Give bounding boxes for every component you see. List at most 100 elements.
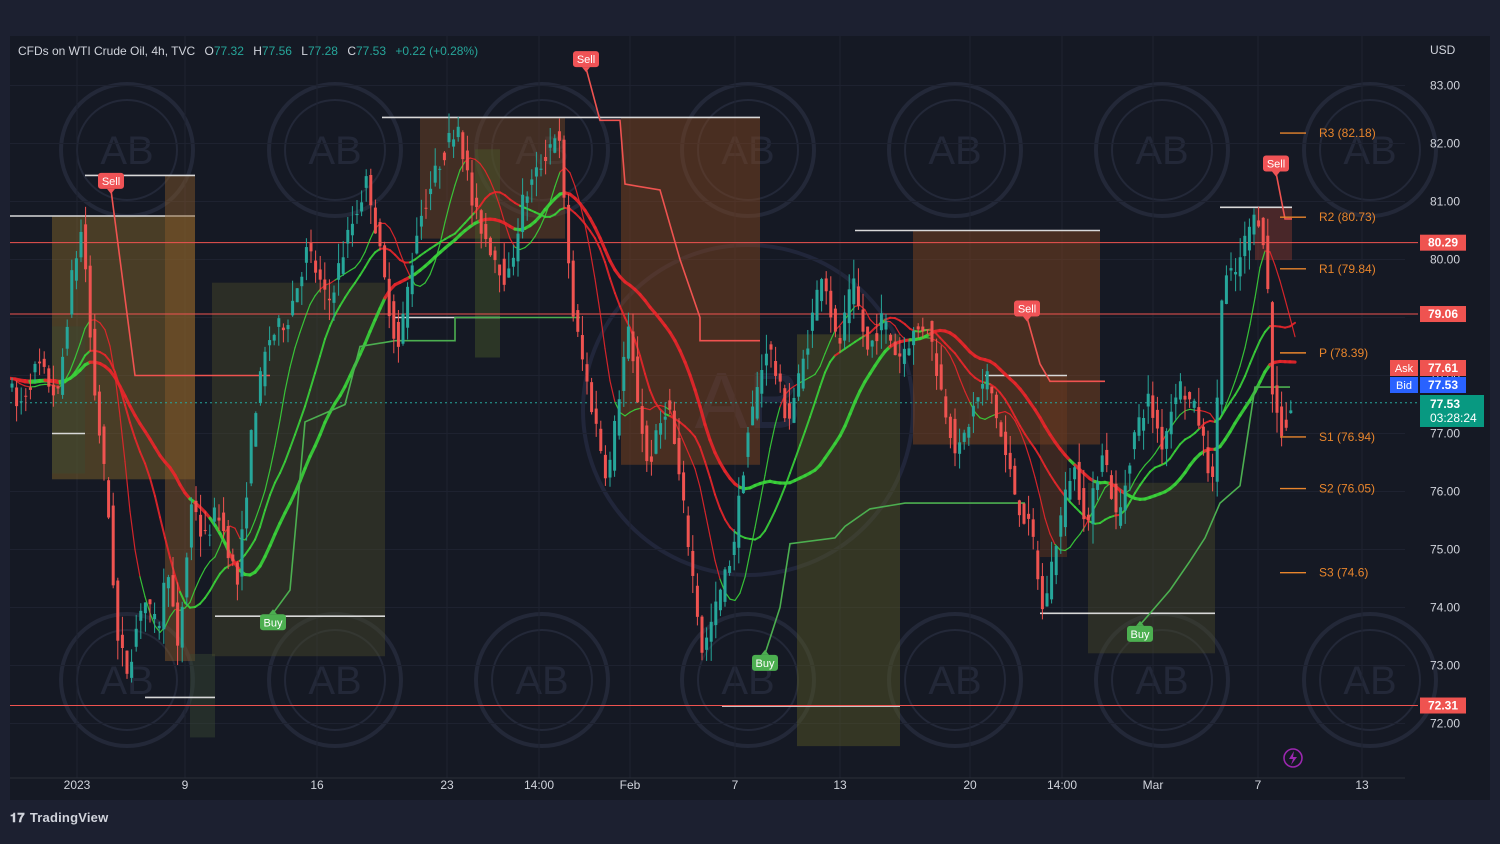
ma-mid-segment (464, 216, 471, 224)
ma-fast-segment (694, 468, 701, 488)
ma-mid-segment (574, 212, 581, 220)
level-price-tag[interactable] (1420, 234, 1466, 251)
signal-badge-sell[interactable] (573, 51, 599, 68)
ma-fast-segment (309, 295, 316, 306)
ma-fast-segment (1129, 479, 1136, 491)
symbol-title[interactable]: CFDs on WTI Crude Oil, 4h, TVC (18, 44, 196, 58)
signal-badge-pointer (1023, 316, 1031, 322)
signal-badge-sell[interactable] (1263, 155, 1289, 172)
watermark-seal-inner (1319, 629, 1421, 731)
y-tick-label[interactable]: 82.00 (1430, 137, 1460, 151)
x-tick-label[interactable]: 13 (833, 778, 847, 792)
candle-body (429, 188, 433, 195)
last-price-tag[interactable] (1420, 395, 1484, 427)
ma-fast-segment (684, 444, 691, 458)
candle-body (668, 400, 672, 410)
candle-body (1169, 411, 1173, 435)
symbol-legend[interactable]: CFDs on WTI Crude Oil, 4h, TVC O77.32 H7… (18, 44, 478, 58)
y-tick-label[interactable]: 80.00 (1430, 253, 1460, 267)
y-tick-label[interactable]: 74.00 (1430, 601, 1460, 615)
ma-fast-segment (1229, 380, 1236, 396)
ma-mid-segment (179, 590, 186, 604)
candle-body (1045, 593, 1049, 607)
watermark-seal-inner (1111, 629, 1213, 731)
x-tick-label[interactable]: 9 (182, 778, 189, 792)
bid-price-tag[interactable] (1420, 377, 1466, 393)
ma-fast-segment (269, 445, 276, 471)
y-tick-label[interactable]: 76.00 (1430, 485, 1460, 499)
ma-mid-segment (869, 326, 876, 334)
candle-body (705, 637, 709, 650)
ma-slow-segment (363, 329, 372, 346)
candle-body (861, 309, 865, 332)
currency-label[interactable]: USD (1430, 43, 1456, 57)
ma-fast-segment (814, 365, 821, 375)
ma-mid-segment (339, 296, 346, 307)
candle-body (833, 308, 837, 332)
candle-body (19, 401, 23, 403)
signal-label: Sell (102, 176, 120, 188)
candle-body (470, 172, 474, 206)
candle-body (1036, 550, 1040, 580)
y-tick-label[interactable]: 72.00 (1430, 717, 1460, 731)
lightning-icon[interactable] (1283, 748, 1303, 768)
candle-body (1119, 507, 1123, 526)
x-tick-label[interactable]: 20 (963, 778, 977, 792)
candle-body (97, 391, 101, 436)
ma-fast-segment (1074, 533, 1081, 541)
candle-body (111, 505, 115, 586)
tradingview-logo[interactable]: 𝟏𝟕 TradingView (10, 810, 108, 826)
candle-body (829, 290, 833, 318)
ma-mid-segment (849, 340, 856, 347)
ma-fast-segment (999, 410, 1006, 414)
level-price-tag[interactable] (1420, 697, 1466, 714)
y-tick-label[interactable]: 75.00 (1430, 543, 1460, 557)
y-tick-label[interactable]: 73.00 (1430, 659, 1460, 673)
bid-tag-label-bg (1390, 377, 1418, 393)
ma-fast-segment (244, 531, 251, 541)
x-tick-label[interactable]: 23 (440, 778, 454, 792)
ask-price-tag[interactable] (1420, 360, 1466, 376)
trailing-stop-line (764, 502, 1025, 655)
chart-frame[interactable]: AB AB AB AB AB AB AB AB AB AB AB AB AB AB AB Sell Buy Sel… (10, 36, 1490, 800)
ma-slow-segment (148, 437, 157, 450)
candle-body (378, 222, 382, 247)
x-tick-label[interactable]: 14:00 (524, 778, 554, 792)
candle-body (185, 557, 189, 598)
ma-mid-segment (799, 430, 806, 447)
signal-badge-sell[interactable] (1014, 300, 1040, 317)
watermark-seal (887, 612, 1023, 748)
ma-mid-segment (454, 227, 461, 235)
x-tick-label[interactable]: 7 (732, 778, 739, 792)
watermark-seal-inner (697, 629, 799, 731)
signal-label: Buy (756, 658, 775, 670)
x-tick-label[interactable]: Feb (620, 778, 641, 792)
signal-badge-sell[interactable] (98, 172, 124, 189)
y-tick-label[interactable]: 77.00 (1430, 427, 1460, 441)
candle-body (562, 139, 566, 198)
candle-body (130, 661, 134, 678)
low-label: L (301, 44, 308, 58)
x-tick-label[interactable]: 16 (310, 778, 324, 792)
x-tick-label[interactable]: Mar (1143, 778, 1164, 792)
watermark-seal-inner (284, 629, 386, 731)
x-tick-label[interactable]: 13 (1355, 778, 1369, 792)
candle-body (976, 397, 980, 402)
y-tick-label[interactable]: 83.00 (1430, 79, 1460, 93)
ma-fast-segment (624, 411, 631, 417)
signal-label: Buy (1131, 629, 1150, 641)
signal-badge-buy[interactable] (752, 654, 778, 671)
watermark-text: AB (1343, 659, 1396, 703)
x-tick-label[interactable]: 2023 (64, 778, 91, 792)
ma-mid-segment (1144, 470, 1151, 480)
ma-mid-segment (609, 277, 616, 295)
ma-mid-segment (714, 493, 721, 510)
signal-badge-buy[interactable] (260, 614, 286, 631)
y-tick-label[interactable]: 81.00 (1430, 195, 1460, 209)
x-tick-label[interactable]: 7 (1255, 778, 1262, 792)
candle-body (617, 399, 621, 436)
x-tick-label[interactable]: 14:00 (1047, 778, 1077, 792)
level-price-tag[interactable] (1420, 306, 1466, 323)
signal-badge-buy[interactable] (1127, 625, 1153, 642)
